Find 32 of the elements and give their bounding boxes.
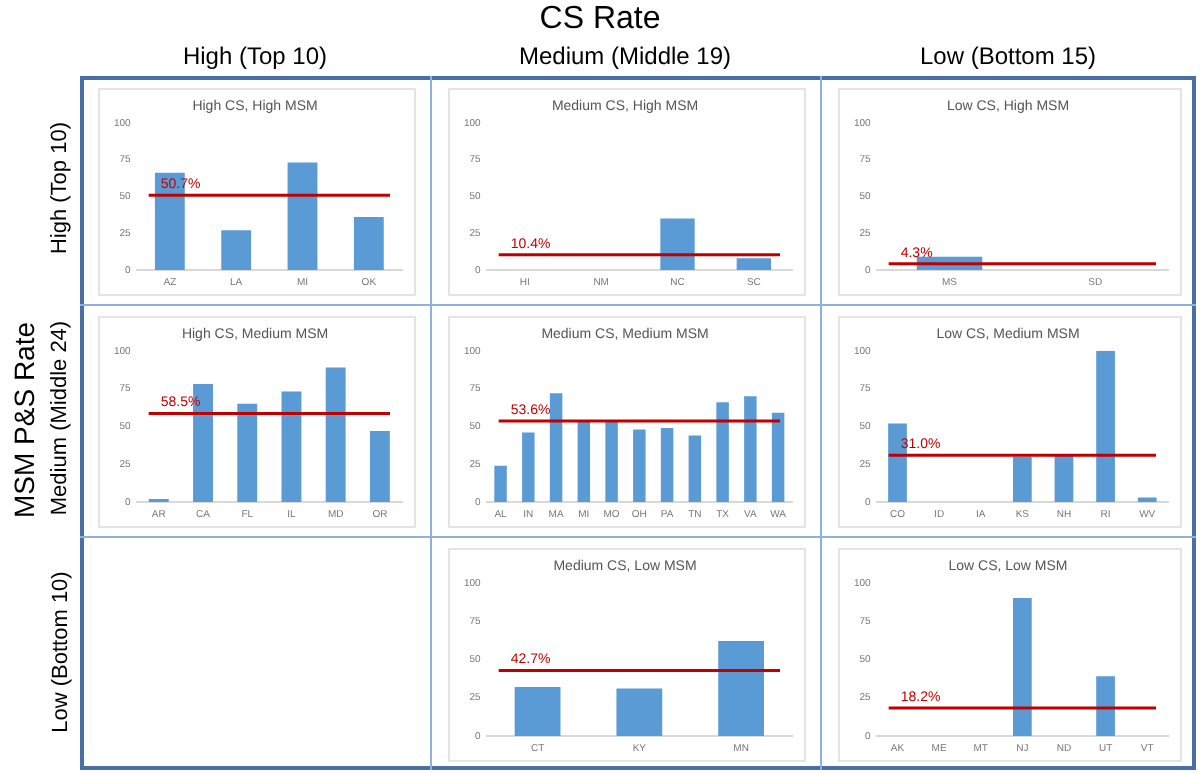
bar: [369, 430, 390, 502]
text: CS Rate: [537, 2, 663, 38]
bar: [605, 420, 618, 502]
bar: [494, 465, 507, 502]
bar: [616, 688, 663, 736]
bar: [633, 429, 646, 502]
bar: [1096, 350, 1115, 502]
text: MSM P&S Rate: [8, 318, 40, 522]
bar: [325, 367, 346, 502]
bar: [522, 432, 535, 502]
text: Medium (Middle 24): [48, 318, 72, 520]
bar: [716, 402, 729, 502]
bar: [688, 435, 702, 502]
bar: [660, 427, 674, 502]
bar: [281, 391, 302, 502]
bar: [718, 641, 765, 736]
text: Medium (Middle 19): [516, 42, 734, 70]
bar: [1012, 456, 1032, 502]
bar: [1054, 455, 1074, 502]
bar: [744, 396, 757, 502]
text: High (Top 10): [180, 42, 330, 70]
bar: [353, 217, 384, 270]
bar: [577, 421, 591, 502]
text: Low (Bottom 10): [48, 568, 72, 736]
bar: [514, 686, 561, 736]
text: Low (Bottom 15): [917, 42, 1099, 70]
bar: [287, 162, 318, 270]
bar: [771, 412, 785, 502]
bar: [549, 393, 563, 502]
text: High (Top 10): [48, 119, 72, 259]
bar: [237, 403, 258, 502]
bar: [221, 230, 252, 270]
